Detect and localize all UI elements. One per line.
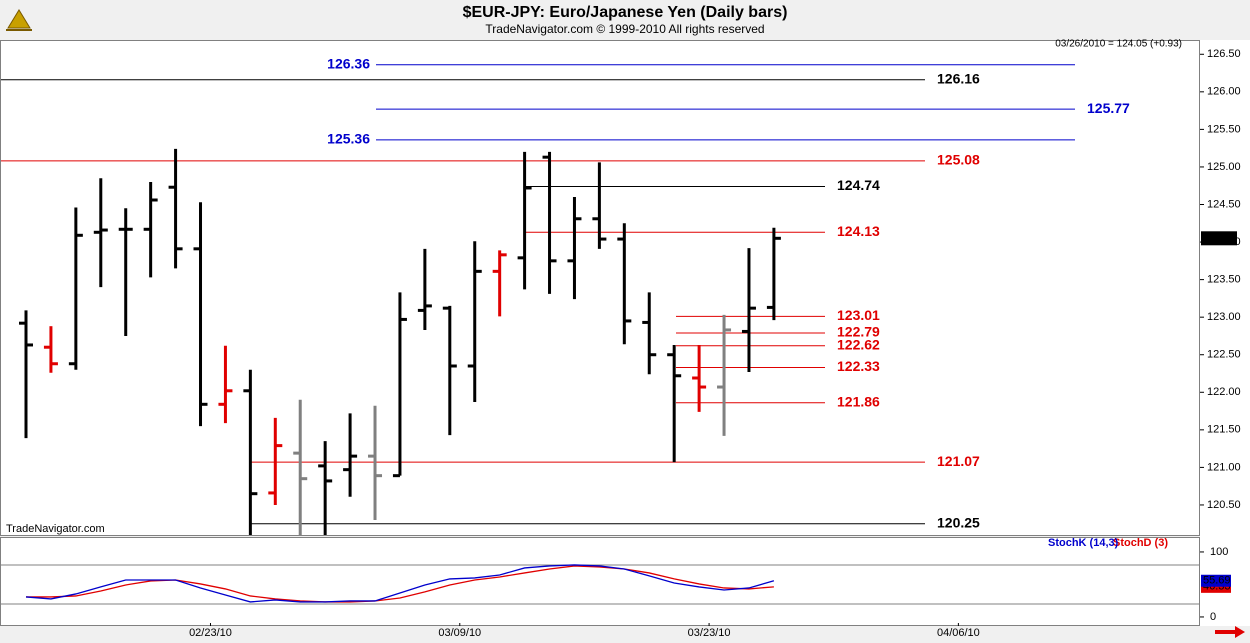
x-tick-label: 04/06/10 [937, 627, 980, 639]
y-tick-label: 125.00 [1207, 161, 1241, 173]
stoch-line [25, 564, 775, 603]
last-info: 03/26/2010 = 124.05 (+0.93) [1055, 39, 1182, 50]
y-tick-label: 100 [1210, 546, 1228, 558]
x-tick-label: 03/09/10 [438, 627, 481, 639]
y-tick-label: 120.50 [1207, 499, 1241, 511]
y-tick-label: 125.50 [1207, 123, 1241, 135]
legend-entry: StochK (14,3) [1048, 537, 1119, 549]
y-tick-label: 0 [1210, 611, 1216, 623]
level-label: 120.25 [937, 514, 980, 530]
level-label: 125.77 [1087, 100, 1130, 116]
last-price-box [1201, 231, 1237, 246]
chart-title: $EUR-JPY: Euro/Japanese Yen (Daily bars) [463, 4, 788, 21]
level-label: 121.07 [937, 453, 980, 469]
last-value: 55.69 [1203, 575, 1231, 587]
level-label: 125.08 [937, 152, 980, 168]
x-tick-label: 03/23/10 [688, 627, 731, 639]
y-tick-label: 122.50 [1207, 349, 1241, 361]
price-plot [1, 64, 1075, 535]
stoch-plot [1, 564, 1199, 605]
level-label: 121.86 [837, 394, 880, 410]
x-tick-label: 02/23/10 [189, 627, 232, 639]
watermark: TradeNavigator.com [6, 523, 105, 535]
logo [4, 4, 34, 34]
level-label: 122.62 [837, 336, 880, 352]
y-tick-label: 121.50 [1207, 424, 1241, 436]
chart-subtitle: TradeNavigator.com © 1999-2010 All right… [485, 22, 764, 36]
y-tick-label: 123.00 [1207, 311, 1241, 323]
annotations: 120.50 121.00 121.50 122.00 122.50 123.00 123.… [189, 48, 1241, 639]
y-tick-label: 126.00 [1207, 86, 1241, 98]
scroll-arrow[interactable] [1215, 626, 1245, 638]
level-label: 125.36 [327, 131, 370, 147]
legend-entry: StochD (3) [1113, 537, 1168, 549]
stoch-panel [0, 537, 1200, 626]
level-label: 124.13 [837, 223, 880, 239]
stoch-line [26, 565, 774, 603]
level-label: 124.74 [837, 177, 880, 193]
y-tick-label: 124.50 [1207, 198, 1241, 210]
y-tick-label: 126.50 [1207, 48, 1241, 60]
main-panel [0, 40, 1200, 536]
last-value-box [1201, 574, 1231, 587]
y-tick-label: 121.00 [1207, 461, 1241, 473]
level-label: 122.79 [837, 324, 880, 340]
price-axis [1200, 40, 1250, 626]
last-price: 124.05 [1203, 232, 1237, 244]
level-label: 126.36 [327, 55, 370, 71]
level-label: 123.01 [837, 307, 880, 323]
y-tick-label: 123.50 [1207, 274, 1241, 286]
level-label: 126.16 [937, 71, 980, 87]
y-tick-label: 122.00 [1207, 386, 1241, 398]
level-label: 122.33 [837, 358, 880, 374]
